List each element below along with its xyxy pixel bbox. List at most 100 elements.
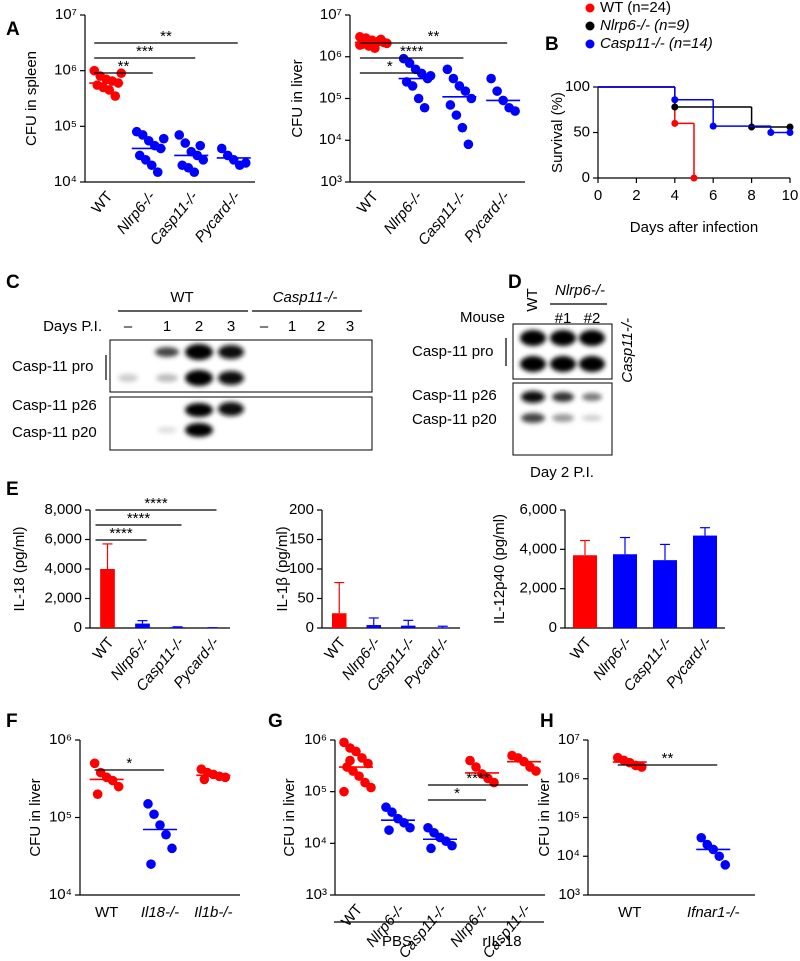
data-point [354,771,364,781]
data-point [531,766,541,776]
significance-label: **** [127,510,151,527]
significance-label: **** [144,495,168,512]
data-point [146,859,156,869]
data-point [92,789,103,799]
y-tick-label: 10⁴ [557,847,580,864]
survival-point [786,129,794,136]
significance-label: ** [662,750,674,767]
data-point [161,829,171,840]
lane-label: 3 [346,318,354,335]
legend-label: Casp11-/- (n=14) [600,35,713,52]
panel-label: A [6,19,20,40]
x-tick-label: Il1b-/- [194,904,232,921]
x-tick-label: Nlrp6-/- [381,188,426,237]
y-axis-label: IL-18 (pg/ml) [11,526,28,611]
blot-footer: Day 2 P.I. [530,464,594,481]
y-axis-label: IL-12p40 (pg/ml) [491,514,508,624]
data-point [696,832,707,843]
bar [693,535,717,628]
significance-label: *** [136,43,154,60]
y-tick-label: 10⁶ [304,731,327,748]
data-point [174,130,185,140]
data-point [339,737,349,748]
panel-label: E [6,479,19,500]
data-point [510,106,520,116]
significance-label: **** [109,525,133,542]
y-tick-label: 10³ [558,886,580,903]
data-point [405,822,415,833]
x-tick-label: WT [618,904,641,921]
lane-label: 2 [317,318,325,335]
data-point [714,851,725,862]
data-point [149,809,159,820]
blot-group: Casp11-/- [273,289,338,306]
y-tick-label: 100 [289,560,314,577]
band-label: Casp-11 p26 [12,397,97,414]
x-tick-label: 8 [747,187,755,204]
x-tick-label: Il18-/- [141,904,179,921]
data-point [198,155,209,165]
band-label: Casp-11 pro [412,343,493,360]
row-title: Mouse [460,309,505,326]
bar [332,613,347,628]
x-axis-label: Days after infection [630,219,758,236]
blot-d: Nlrp6-/- Mouse WT #1 #2 Casp11-/- Casp-1… [412,282,636,481]
data-point [720,860,731,870]
band-label: Casp-11 p26 [412,387,497,404]
y-tick-label: 4,000 [44,560,82,577]
x-tick-label: Ifnar1-/- [687,904,740,921]
group-label: PBS [382,933,412,950]
data-point [199,774,210,785]
x-tick-label: WT [567,634,595,663]
bar [573,555,597,628]
bar [366,625,381,628]
data-point [351,746,361,757]
bar [401,625,416,628]
data-point [146,160,157,171]
bar [613,554,637,628]
panel-label: F [6,711,18,732]
bands [118,344,244,437]
y-axis-label: IL-1β (pg/ml) [274,526,291,611]
bar [135,623,150,628]
bar [170,627,185,628]
survival-point [767,129,775,136]
y-tick-label: 100 [565,78,590,95]
significance-label: **** [400,43,424,60]
y-tick-label: 8,000 [44,501,82,518]
data-point [110,91,121,101]
row-title: Days P.I. [43,318,102,335]
lane-label: 1 [288,318,296,335]
lane-label: 2 [195,318,203,335]
significance-label: ** [160,28,172,45]
y-tick-label: 10⁵ [304,783,327,800]
y-axis-label: CFU in liver [27,778,44,856]
y-tick-label: 6,000 [44,530,82,547]
x-tick-label: WT [354,188,382,217]
lane-label: Casp11-/- [619,318,636,383]
x-tick-label: WT [321,634,349,663]
band-label: Casp-11 p20 [12,424,97,441]
data-point [407,81,418,91]
legend-label: Nlrp6-/- (n=9) [600,17,690,34]
y-tick-label: 10⁵ [54,117,77,134]
data-point [357,753,367,763]
y-axis-label: CFU in spleen [23,51,40,146]
data-point [426,843,436,854]
survival-point [690,174,698,182]
data-point [413,93,424,104]
y-tick-label: 10³ [305,886,327,903]
data-point [216,143,227,154]
lane-label: 1 [163,318,171,335]
data-point [180,138,191,148]
survival-point [786,123,794,131]
y-tick-label: 10⁷ [320,6,342,23]
bar [100,569,115,628]
band-label: Casp-11 pro [12,358,93,375]
data-point [107,775,118,786]
data-point [152,167,163,177]
data-point [492,86,502,96]
panel-label: G [268,711,283,732]
lane-label: – [124,318,133,335]
y-tick-label: 50 [573,123,590,140]
